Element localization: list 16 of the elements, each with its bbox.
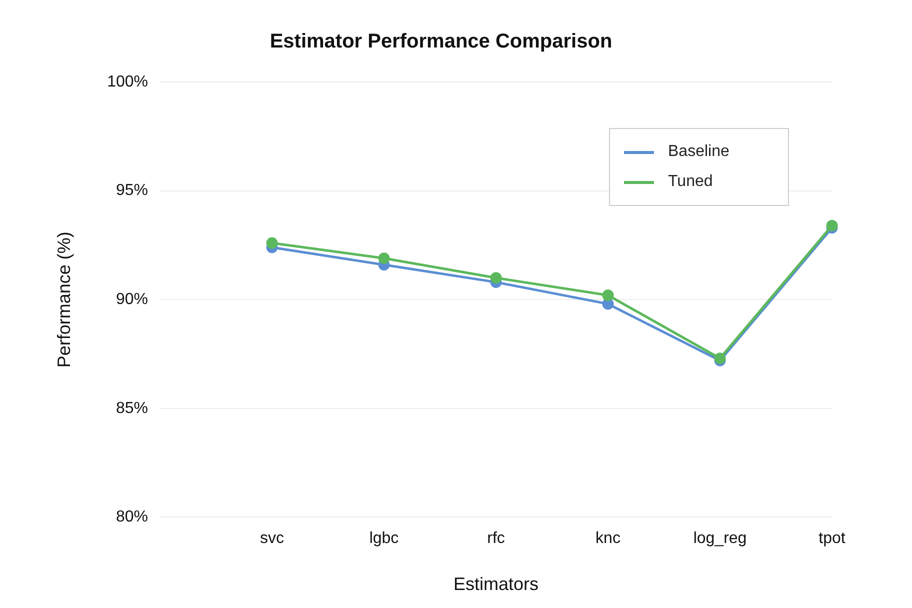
x-tick-label: svc [260,530,284,548]
legend-label: Tuned [668,173,713,191]
x-tick-label: log_reg [693,530,747,548]
y-tick-label: 80% [116,508,148,526]
x-axis-title: Estimators [453,574,539,594]
y-axis-title: Performance (%) [54,232,74,368]
x-tick-label: tpot [818,530,846,548]
y-tick-label: 95% [116,182,148,200]
x-tick-label: rfc [487,530,505,548]
chart-title: Estimator Performance Comparison [270,30,612,53]
y-tick-label: 100% [107,73,148,90]
x-tick-label: knc [596,530,620,548]
x-tick-label: lgbc [369,530,399,548]
y-tick-label: 90% [116,291,148,308]
y-tick-label: 85% [116,400,148,417]
legend-label: Baseline [668,143,730,161]
